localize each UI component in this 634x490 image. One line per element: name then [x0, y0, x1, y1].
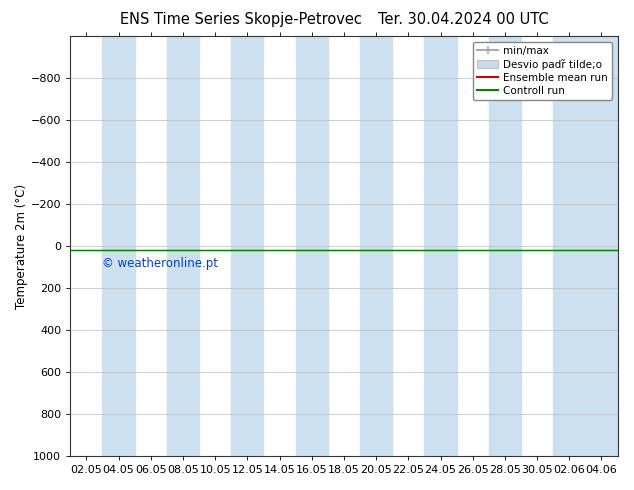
Bar: [360, 36, 392, 456]
Bar: [585, 36, 618, 456]
Bar: [489, 36, 521, 456]
Legend: min/max, Desvio padr̃ tilde;o, Ensemble mean run, Controll run: min/max, Desvio padr̃ tilde;o, Ensemble …: [473, 42, 612, 100]
Bar: [424, 36, 456, 456]
Bar: [231, 36, 264, 456]
Bar: [553, 36, 585, 456]
Text: Ter. 30.04.2024 00 UTC: Ter. 30.04.2024 00 UTC: [377, 12, 548, 27]
Text: ENS Time Series Skopje-Petrovec: ENS Time Series Skopje-Petrovec: [120, 12, 362, 27]
Bar: [103, 36, 134, 456]
Bar: [295, 36, 328, 456]
Y-axis label: Temperature 2m (°C): Temperature 2m (°C): [15, 184, 28, 309]
Text: © weatheronline.pt: © weatheronline.pt: [103, 257, 219, 270]
Bar: [167, 36, 199, 456]
